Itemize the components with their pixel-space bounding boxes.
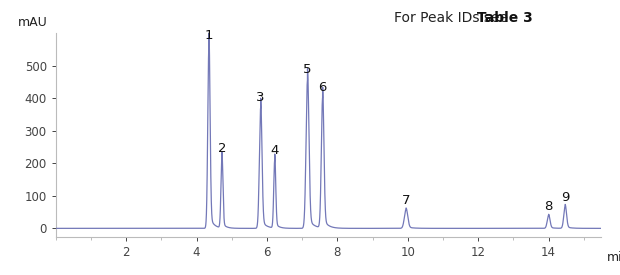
Text: 5: 5 — [303, 63, 312, 76]
Text: 8: 8 — [544, 200, 553, 213]
Text: min: min — [607, 251, 620, 264]
Text: For Peak IDs see: For Peak IDs see — [394, 11, 513, 25]
Text: 9: 9 — [561, 191, 569, 204]
Text: 7: 7 — [402, 194, 410, 207]
Text: 1: 1 — [205, 29, 213, 42]
Text: 4: 4 — [270, 144, 279, 157]
Text: 6: 6 — [319, 81, 327, 94]
Text: 3: 3 — [257, 91, 265, 104]
Text: 2: 2 — [218, 142, 226, 155]
Text: Table 3: Table 3 — [394, 11, 533, 25]
Text: mAU: mAU — [17, 16, 47, 29]
